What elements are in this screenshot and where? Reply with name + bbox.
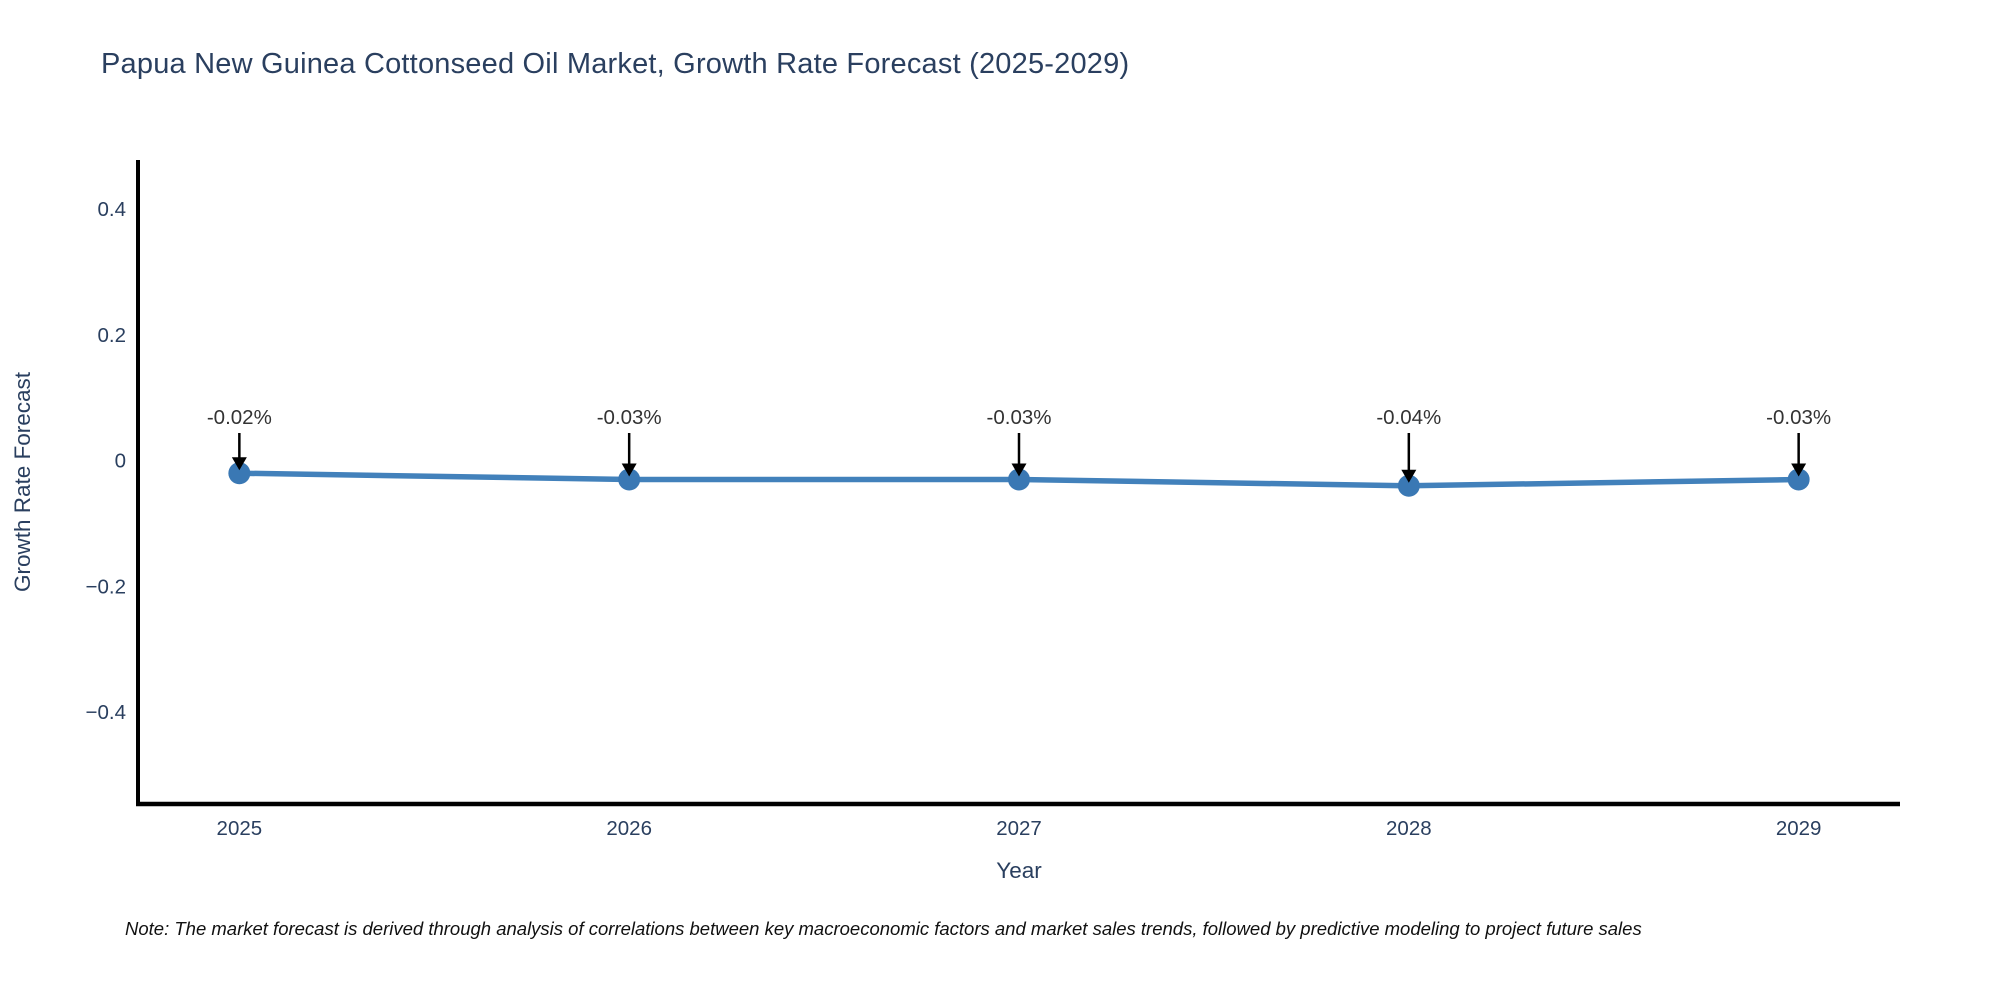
y-tick-label: −0.2: [86, 575, 126, 598]
x-tick-label: 2025: [217, 817, 263, 840]
x-tick-label: 2029: [1776, 817, 1822, 840]
x-axis-title: Year: [996, 858, 1042, 883]
x-tick-label: 2027: [996, 817, 1042, 840]
x-tick-label: 2026: [606, 817, 652, 840]
annotation-label: -0.03%: [597, 406, 662, 429]
annotation-label: -0.02%: [207, 406, 272, 429]
annotation-label: -0.04%: [1376, 406, 1441, 429]
annotation-label: -0.03%: [987, 406, 1052, 429]
y-tick-label: 0: [115, 450, 126, 473]
annotation-arrow-head: [1791, 463, 1807, 477]
annotation-arrow-head: [231, 457, 247, 471]
y-axis-title: Growth Rate Forecast: [10, 371, 35, 592]
data-point: [1008, 468, 1030, 491]
data-point: [1397, 474, 1420, 497]
y-tick-label: 0.2: [98, 324, 127, 347]
annotation-arrow-head: [1011, 463, 1027, 477]
annotation-label: -0.03%: [1766, 406, 1831, 429]
annotation-arrow-head: [621, 463, 637, 477]
x-tick-label: 2028: [1386, 817, 1432, 840]
plot-area: 0.4 0.2 0 −0.2 −0.4 2025 2026 2027 2028 2029 -0.02…: [86, 160, 1900, 840]
annotation-arrow-head: [1401, 469, 1417, 483]
data-point: [618, 468, 641, 491]
data-point: [228, 462, 251, 485]
y-tick-label: 0.4: [98, 198, 127, 221]
data-point: [1787, 468, 1810, 491]
y-tick-label: −0.4: [86, 701, 126, 724]
footnote: Note: The market forecast is derived thr…: [125, 918, 1642, 939]
chart-title: Papua New Guinea Cottonseed Oil Market, …: [101, 48, 1130, 80]
